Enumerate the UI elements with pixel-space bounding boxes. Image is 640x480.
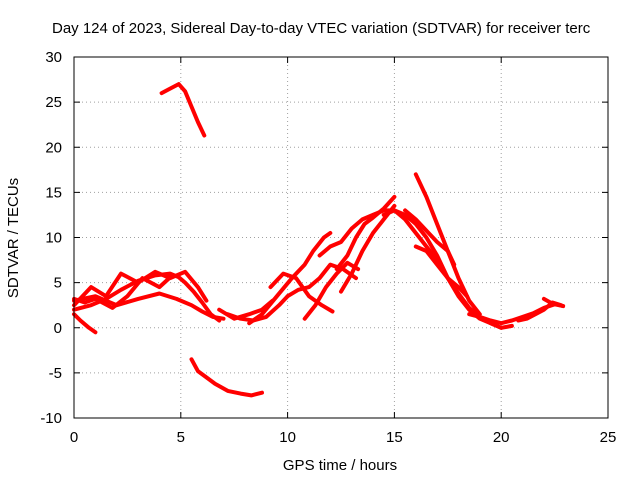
series-line-arc-06 (72, 269, 209, 308)
chart-title: Day 124 of 2023, Sidereal Day-to-day VTE… (52, 20, 591, 37)
series-line-arc-19 (413, 172, 482, 317)
series-line-arc-15 (339, 203, 397, 294)
y-tick-label: -10 (40, 410, 62, 427)
y-tick-label: 0 (54, 320, 62, 337)
x-tick-label: 10 (279, 429, 296, 446)
y-axis-label: SDTVAR / TECUs (5, 178, 22, 298)
series-line-arc-09 (225, 294, 290, 323)
series-line-arc-20 (413, 244, 469, 299)
series-line-arc-10 (247, 231, 333, 326)
y-tick-label: 5 (54, 275, 62, 292)
series-line-arc-13 (302, 260, 361, 321)
series-line-arc-02 (189, 357, 264, 398)
x-axis-label: GPS time / hours (283, 457, 397, 474)
y-tick-label: 10 (45, 230, 62, 247)
y-tick-label: 20 (45, 139, 62, 156)
series-line-arc-01 (159, 82, 207, 138)
x-tick-label: 20 (493, 429, 510, 446)
x-tick-label: 25 (600, 429, 617, 446)
x-tick-label: 5 (177, 429, 185, 446)
x-tick-label: 15 (386, 429, 403, 446)
y-tick-label: 25 (45, 94, 62, 111)
y-tick-label: 15 (45, 184, 62, 201)
axis-ticks: 0 5 10 15 20 25 -10 -5 0 5 10 15 20 25 30 (40, 49, 616, 446)
series-line-arc-07 (72, 273, 175, 310)
data-series (72, 82, 566, 398)
x-tick-label: 0 (70, 429, 78, 446)
series-line-arc-03 (72, 312, 98, 335)
y-tick-label: 30 (45, 49, 62, 66)
series-line-arc-05 (72, 291, 226, 321)
series-line-arc-23 (541, 296, 566, 309)
y-tick-label: -5 (49, 365, 62, 382)
